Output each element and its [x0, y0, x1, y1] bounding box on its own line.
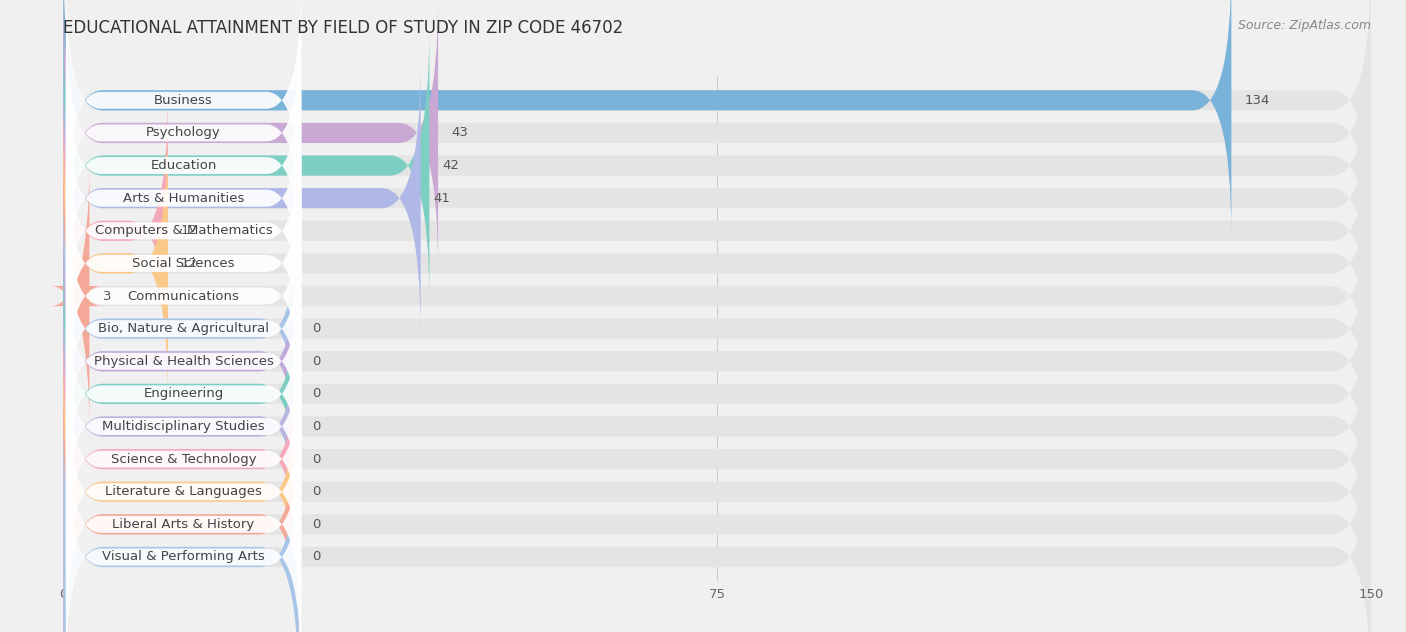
FancyBboxPatch shape [63, 224, 1371, 498]
FancyBboxPatch shape [63, 355, 1371, 628]
FancyBboxPatch shape [63, 0, 1232, 237]
FancyBboxPatch shape [66, 370, 301, 614]
FancyBboxPatch shape [63, 420, 1371, 632]
Text: 12: 12 [181, 224, 198, 237]
FancyBboxPatch shape [66, 403, 301, 632]
FancyBboxPatch shape [63, 61, 1371, 335]
FancyBboxPatch shape [66, 272, 301, 516]
Text: 0: 0 [312, 518, 321, 531]
FancyBboxPatch shape [66, 76, 301, 320]
FancyBboxPatch shape [63, 420, 298, 632]
FancyBboxPatch shape [63, 257, 1371, 530]
Text: Liberal Arts & History: Liberal Arts & History [112, 518, 254, 531]
Text: 0: 0 [312, 453, 321, 466]
Text: Bio, Nature & Agricultural: Bio, Nature & Agricultural [98, 322, 269, 335]
FancyBboxPatch shape [63, 322, 1371, 596]
FancyBboxPatch shape [63, 387, 298, 632]
Text: Engineering: Engineering [143, 387, 224, 401]
FancyBboxPatch shape [66, 337, 301, 581]
FancyBboxPatch shape [66, 109, 301, 353]
FancyBboxPatch shape [63, 0, 439, 270]
FancyBboxPatch shape [63, 322, 298, 596]
FancyBboxPatch shape [63, 387, 1371, 632]
FancyBboxPatch shape [63, 192, 1371, 465]
Text: Business: Business [155, 94, 212, 107]
FancyBboxPatch shape [63, 224, 298, 498]
FancyBboxPatch shape [63, 0, 1371, 270]
Text: 3: 3 [103, 289, 111, 303]
Text: 0: 0 [312, 387, 321, 401]
Text: Psychology: Psychology [146, 126, 221, 140]
Text: Source: ZipAtlas.com: Source: ZipAtlas.com [1237, 19, 1371, 32]
FancyBboxPatch shape [66, 142, 301, 386]
Text: 0: 0 [312, 355, 321, 368]
FancyBboxPatch shape [66, 174, 301, 418]
FancyBboxPatch shape [63, 159, 1371, 433]
FancyBboxPatch shape [63, 29, 1371, 302]
FancyBboxPatch shape [63, 290, 298, 563]
Text: 12: 12 [181, 257, 198, 270]
Text: 0: 0 [312, 485, 321, 498]
Text: Communications: Communications [128, 289, 239, 303]
FancyBboxPatch shape [63, 290, 1371, 563]
FancyBboxPatch shape [66, 0, 301, 222]
Text: 41: 41 [433, 191, 451, 205]
FancyBboxPatch shape [63, 61, 420, 335]
Text: 0: 0 [312, 322, 321, 335]
FancyBboxPatch shape [63, 127, 167, 400]
FancyBboxPatch shape [63, 0, 1371, 237]
Text: EDUCATIONAL ATTAINMENT BY FIELD OF STUDY IN ZIP CODE 46702: EDUCATIONAL ATTAINMENT BY FIELD OF STUDY… [63, 19, 623, 37]
Text: Social Sciences: Social Sciences [132, 257, 235, 270]
FancyBboxPatch shape [66, 207, 301, 451]
FancyBboxPatch shape [63, 127, 1371, 400]
Text: Physical & Health Sciences: Physical & Health Sciences [94, 355, 274, 368]
Text: Visual & Performing Arts: Visual & Performing Arts [103, 550, 264, 564]
FancyBboxPatch shape [66, 305, 301, 549]
FancyBboxPatch shape [63, 257, 298, 530]
Text: Arts & Humanities: Arts & Humanities [122, 191, 245, 205]
Text: 42: 42 [443, 159, 460, 172]
FancyBboxPatch shape [63, 355, 298, 628]
FancyBboxPatch shape [66, 11, 301, 255]
FancyBboxPatch shape [66, 44, 301, 288]
Text: 0: 0 [312, 550, 321, 564]
FancyBboxPatch shape [63, 94, 1371, 367]
FancyBboxPatch shape [51, 159, 103, 433]
FancyBboxPatch shape [63, 192, 298, 465]
Text: 134: 134 [1244, 94, 1270, 107]
FancyBboxPatch shape [63, 94, 167, 367]
Text: Computers & Mathematics: Computers & Mathematics [94, 224, 273, 237]
FancyBboxPatch shape [66, 435, 301, 632]
Text: Science & Technology: Science & Technology [111, 453, 256, 466]
Text: Literature & Languages: Literature & Languages [105, 485, 262, 498]
Text: Education: Education [150, 159, 217, 172]
FancyBboxPatch shape [63, 29, 429, 302]
Text: 0: 0 [312, 420, 321, 433]
FancyBboxPatch shape [66, 240, 301, 483]
Text: 43: 43 [451, 126, 468, 140]
Text: Multidisciplinary Studies: Multidisciplinary Studies [103, 420, 264, 433]
